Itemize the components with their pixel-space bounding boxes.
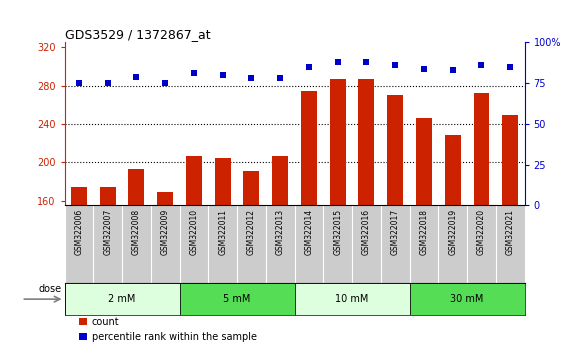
- Text: GSM322015: GSM322015: [333, 209, 342, 255]
- Bar: [272, 156, 288, 205]
- Text: dose: dose: [39, 284, 62, 293]
- Point: [247, 75, 256, 81]
- Text: 10 mM: 10 mM: [335, 294, 369, 304]
- Point: [218, 72, 227, 78]
- Bar: [473, 93, 489, 205]
- Bar: [71, 187, 87, 205]
- Point: [103, 80, 112, 86]
- Bar: [100, 187, 116, 205]
- Point: [160, 80, 169, 86]
- Bar: [358, 79, 374, 205]
- Point: [190, 70, 199, 76]
- Text: GSM322017: GSM322017: [390, 209, 399, 255]
- Bar: [416, 118, 432, 205]
- Text: GSM322021: GSM322021: [505, 209, 514, 255]
- Bar: [295, 283, 410, 315]
- Bar: [186, 156, 202, 205]
- Bar: [502, 115, 518, 205]
- Text: GSM322020: GSM322020: [477, 209, 486, 255]
- Text: GSM322009: GSM322009: [160, 209, 169, 256]
- Text: GSM322006: GSM322006: [75, 209, 84, 256]
- Point: [448, 67, 457, 73]
- Bar: [410, 283, 525, 315]
- Text: GSM322016: GSM322016: [362, 209, 371, 255]
- Text: 5 mM: 5 mM: [223, 294, 251, 304]
- Text: GSM322018: GSM322018: [420, 209, 429, 255]
- Bar: [180, 283, 295, 315]
- Legend: count, percentile rank within the sample: count, percentile rank within the sample: [75, 313, 260, 346]
- Bar: [128, 169, 144, 205]
- Bar: [387, 95, 403, 205]
- Text: GSM322010: GSM322010: [190, 209, 199, 255]
- Bar: [157, 192, 173, 205]
- Text: GDS3529 / 1372867_at: GDS3529 / 1372867_at: [65, 28, 210, 41]
- Bar: [330, 79, 346, 205]
- Point: [275, 75, 284, 81]
- Bar: [243, 171, 259, 205]
- Text: GSM322013: GSM322013: [275, 209, 284, 255]
- Text: GSM322012: GSM322012: [247, 209, 256, 255]
- Point: [132, 74, 141, 80]
- Text: 30 mM: 30 mM: [450, 294, 484, 304]
- Text: GSM322019: GSM322019: [448, 209, 457, 255]
- Point: [333, 59, 342, 65]
- Point: [362, 59, 371, 65]
- Point: [505, 64, 514, 70]
- Point: [390, 62, 399, 68]
- Text: GSM322007: GSM322007: [103, 209, 112, 256]
- Bar: [215, 158, 231, 205]
- Text: GSM322011: GSM322011: [218, 209, 227, 255]
- Point: [477, 62, 486, 68]
- Bar: [445, 135, 461, 205]
- Point: [420, 66, 429, 72]
- Text: GSM322008: GSM322008: [132, 209, 141, 255]
- Bar: [301, 91, 317, 205]
- Point: [305, 64, 314, 70]
- Bar: [65, 283, 180, 315]
- Point: [75, 80, 84, 86]
- Text: GSM322014: GSM322014: [305, 209, 314, 255]
- Text: 2 mM: 2 mM: [108, 294, 136, 304]
